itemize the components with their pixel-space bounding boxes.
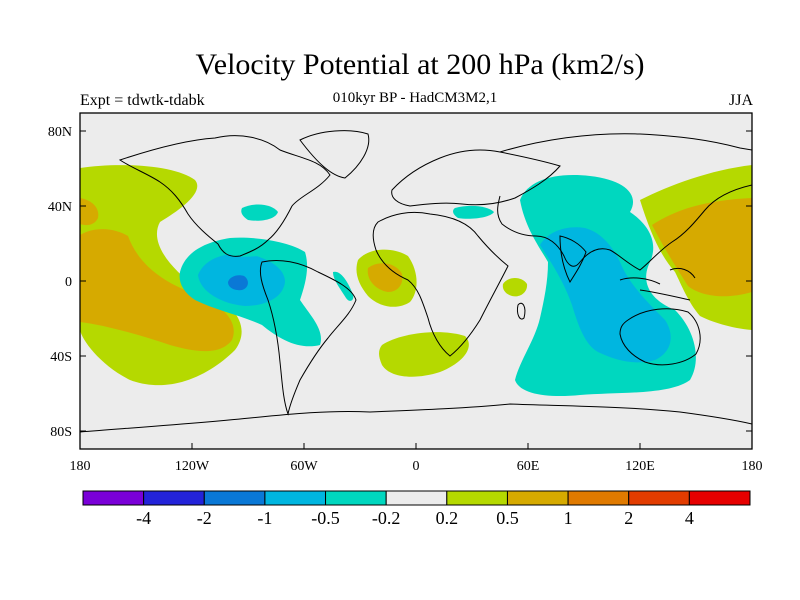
coastline-madagascar xyxy=(517,302,526,320)
lon-label-60w: 60W xyxy=(290,459,318,474)
lat-label-80s: 80S xyxy=(50,425,72,440)
lat-axis xyxy=(80,130,752,432)
lon-axis xyxy=(79,443,753,449)
colorbar-label: 1 xyxy=(564,508,573,528)
coastline-greenland xyxy=(299,130,370,179)
contour-neg-weak-north-atlantic xyxy=(241,204,278,221)
lat-label-eq: 0 xyxy=(65,275,72,290)
coastline-south-america xyxy=(259,259,357,416)
coastline-africa xyxy=(372,211,509,357)
colorbar-swatch xyxy=(628,490,690,506)
lat-label-40n: 40N xyxy=(48,200,72,215)
lon-label-180e: 180 xyxy=(742,459,763,474)
lon-label-180w: 180 xyxy=(70,459,91,474)
colorbar-label: 2 xyxy=(624,508,633,528)
coastline-australia xyxy=(619,308,701,366)
contour-neg-mid-indian-ocean xyxy=(540,227,671,363)
lon-label-0: 0 xyxy=(413,459,420,474)
colorbar: -4 -2 -1 -0.5 -0.2 0.2 0.5 1 2 4 xyxy=(82,490,751,528)
season-label: JJA xyxy=(728,92,753,109)
colorbar-swatch xyxy=(203,490,266,506)
contour-neg-weak-mediterranean xyxy=(453,205,494,219)
colorbar-label: 0.2 xyxy=(436,508,459,528)
colorbar-label: -2 xyxy=(197,508,212,528)
coastline-north-america xyxy=(118,135,331,257)
contour-pos-weak-south-atlantic xyxy=(379,332,469,377)
experiment-label: Expt = tdwtk-tdabk xyxy=(80,92,205,109)
colorbar-swatch xyxy=(446,490,508,506)
lon-label-120w: 120W xyxy=(175,459,210,474)
lat-label-80n: 80N xyxy=(48,125,72,140)
contour-pos-mid-east-asia xyxy=(652,198,752,297)
colorbar-swatch xyxy=(143,490,205,506)
chart-subtitle: 010kyr BP - HadCM3M2,1 xyxy=(332,90,498,106)
colorbar-label: -0.5 xyxy=(311,508,340,528)
lon-label-120e: 120E xyxy=(625,459,655,474)
contour-pos-mid-northwest xyxy=(80,198,99,226)
colorbar-swatch xyxy=(567,490,630,506)
coastline-asia xyxy=(497,133,752,271)
colorbar-label: 0.5 xyxy=(496,508,519,528)
contour-pos-mid-west-pacific xyxy=(80,229,234,352)
colorbar-swatch xyxy=(82,490,145,506)
colorbar-label: -4 xyxy=(136,508,151,528)
colorbar-swatch xyxy=(264,490,327,506)
contour-neg-weak-amazon xyxy=(222,241,278,257)
contour-pos-weak-east-africa xyxy=(502,278,528,297)
coastlines xyxy=(80,130,752,433)
colorbar-swatch xyxy=(688,490,751,506)
contour-neg-weak-brazil-coast xyxy=(333,271,354,301)
colorbar-label: -1 xyxy=(257,508,272,528)
lon-label-60e: 60E xyxy=(517,459,540,474)
colorbar-label: 4 xyxy=(685,508,694,528)
colorbar-swatch xyxy=(385,490,448,506)
coastline-india xyxy=(559,235,587,284)
colorbar-swatch xyxy=(506,490,569,506)
colorbar-label: -0.2 xyxy=(372,508,401,528)
coastline-europe xyxy=(391,149,561,207)
contour-neg-strong-center xyxy=(228,275,248,291)
lat-label-40s: 40S xyxy=(50,350,72,365)
coastline-southeast-asia xyxy=(619,267,696,301)
contour-fields xyxy=(80,165,752,397)
contour-pos-mid-west-africa xyxy=(367,263,403,292)
coastline-antarctica xyxy=(80,403,752,433)
colorbar-swatch xyxy=(325,490,387,506)
chart-title: Velocity Potential at 200 hPa (km2/s) xyxy=(195,48,645,81)
